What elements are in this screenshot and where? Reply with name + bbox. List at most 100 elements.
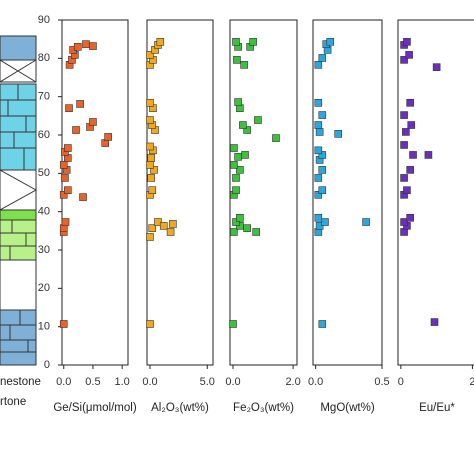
panel-frame — [397, 19, 474, 366]
point — [318, 151, 327, 159]
point — [314, 61, 323, 69]
y-tick-label: 50 — [38, 167, 50, 179]
point — [230, 228, 238, 236]
point — [406, 166, 414, 174]
y-tick-label: 0 — [44, 359, 50, 371]
point — [236, 166, 244, 174]
point — [314, 99, 323, 107]
point — [159, 222, 168, 230]
point — [64, 186, 72, 194]
point — [326, 38, 335, 46]
point — [146, 161, 154, 169]
y-tick-label: 60 — [38, 129, 50, 141]
x-tick-label: 0 — [398, 376, 404, 388]
x-axis-label: MgO(wt%) — [320, 402, 374, 414]
point — [407, 121, 416, 129]
point — [318, 166, 327, 174]
point — [315, 128, 324, 136]
point — [405, 51, 413, 59]
point — [362, 218, 370, 226]
point — [147, 174, 155, 182]
point — [400, 218, 408, 226]
point — [232, 218, 240, 226]
y-tick-label: 70 — [38, 91, 50, 103]
y-tick-label: 90 — [38, 14, 50, 26]
point — [403, 186, 411, 194]
panel-frame — [146, 19, 214, 366]
point — [334, 130, 343, 138]
point — [154, 218, 162, 226]
point — [169, 220, 177, 228]
point — [72, 126, 80, 134]
panel-frame — [312, 19, 383, 366]
point — [146, 320, 154, 328]
point — [229, 320, 237, 328]
point — [79, 193, 87, 201]
point — [314, 146, 323, 155]
point — [146, 99, 154, 107]
point — [73, 43, 82, 51]
point — [61, 218, 70, 226]
point — [318, 186, 327, 194]
point — [64, 144, 72, 152]
point — [234, 98, 242, 106]
point — [314, 174, 323, 182]
point — [232, 174, 240, 182]
point — [59, 320, 68, 328]
point — [243, 224, 251, 232]
point — [156, 38, 165, 46]
panel-frame — [229, 19, 298, 366]
point — [314, 214, 323, 222]
point — [400, 56, 408, 64]
point — [230, 161, 238, 169]
point — [89, 42, 97, 50]
point — [400, 174, 408, 182]
panel-frame — [61, 19, 129, 366]
point — [232, 38, 240, 46]
y-tick-label: 10 — [38, 321, 50, 333]
point — [318, 111, 327, 119]
point — [402, 128, 410, 136]
y-tick-label: 20 — [38, 282, 50, 294]
point — [59, 161, 68, 169]
point — [236, 214, 244, 222]
point — [104, 133, 112, 141]
y-tick-label: 80 — [38, 52, 50, 64]
point — [150, 166, 158, 174]
x-tick-label: 0.0 — [225, 376, 240, 388]
point — [254, 116, 262, 124]
point — [318, 320, 327, 328]
point — [148, 224, 157, 232]
x-tick-label: 0.5 — [85, 376, 100, 388]
point — [233, 56, 241, 64]
x-tick-label: 0.0 — [142, 376, 157, 388]
y-tick-label: 40 — [38, 206, 50, 218]
point — [400, 111, 408, 119]
point — [406, 214, 414, 222]
x-axis-label: Fe₂O₃(wt%) — [233, 402, 294, 414]
point — [432, 63, 441, 71]
point — [239, 121, 247, 129]
point — [148, 186, 157, 194]
point — [241, 151, 249, 159]
point — [314, 191, 323, 199]
point — [400, 141, 408, 149]
x-axis-label: Eu/Eu* — [419, 402, 455, 414]
lithology-column — [0, 35, 38, 366]
point — [252, 228, 260, 236]
point — [249, 38, 257, 46]
point — [234, 153, 242, 161]
point — [314, 121, 323, 129]
point — [82, 40, 90, 48]
x-tick-label: 0.0 — [56, 376, 71, 388]
point — [59, 191, 68, 199]
y-tick-label: 30 — [38, 244, 50, 256]
x-tick-label: 0.5 — [374, 376, 389, 388]
x-tick-label: 2 — [469, 376, 474, 388]
point — [240, 61, 248, 69]
point — [409, 151, 417, 159]
x-tick-label: 5.0 — [200, 376, 215, 388]
point — [166, 228, 175, 236]
x-tick-label: 0.0 — [308, 376, 323, 388]
